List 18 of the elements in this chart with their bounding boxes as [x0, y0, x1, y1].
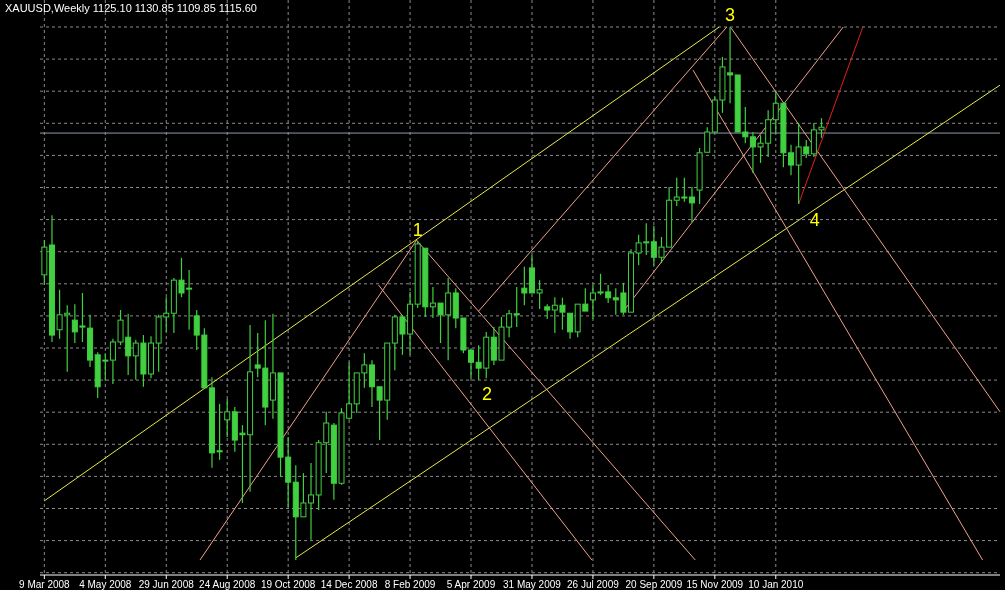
x-tick-label: 26 Jul 2009 [567, 579, 620, 590]
x-tick-label: 4 May 2008 [79, 579, 132, 590]
x-tick-label: 20 Sep 2009 [625, 579, 683, 590]
x-tick-label: 10 Jan 2010 [748, 579, 804, 590]
x-tick-label: 5 Apr 2009 [446, 579, 496, 590]
x-tick-label: 8 Feb 2009 [384, 579, 436, 590]
annotation: 2 [482, 384, 493, 405]
annotation: 3 [725, 5, 736, 25]
x-tick-label: 31 May 2009 [503, 579, 562, 590]
annotation: 4 [809, 209, 820, 230]
x-tick-label: 14 Dec 2008 [320, 579, 378, 590]
x-tick-label: 29 Jun 2008 [138, 579, 195, 590]
x-tick-label: 24 Aug 2008 [199, 579, 256, 590]
x-tick-label: 9 Mar 2008 [19, 579, 71, 590]
annotation: 1 [412, 219, 423, 240]
x-tick-label: 15 Nov 2009 [686, 579, 744, 590]
chart-title: XAUUSD,Weekly 1125.10 1130.85 1109.85 1115.60 [5, 2, 257, 14]
x-tick-label: 19 Oct 2008 [260, 579, 316, 590]
